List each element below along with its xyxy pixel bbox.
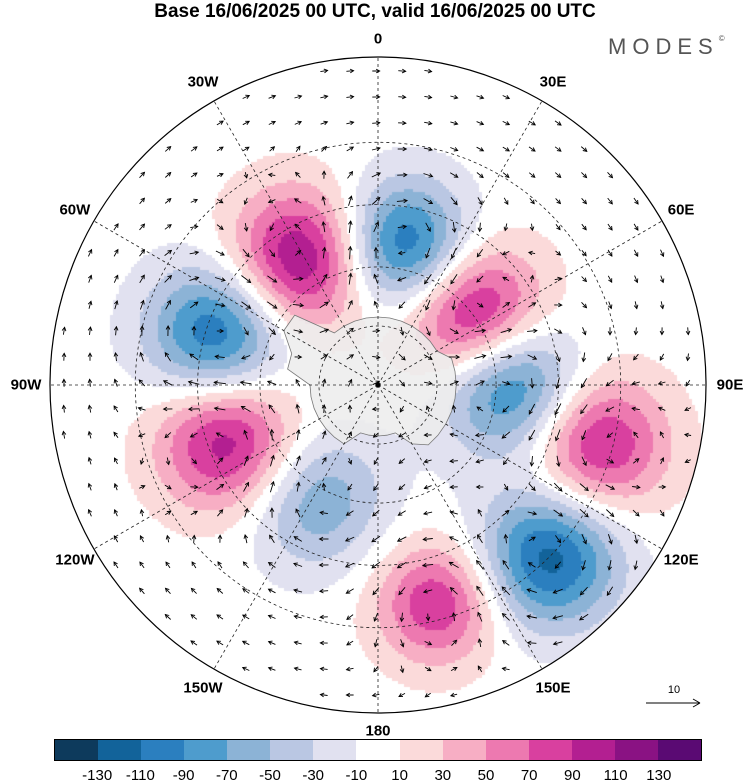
colorbar-segment <box>658 740 701 760</box>
colorbar-tick-label: -130 <box>82 767 112 784</box>
colorbar-tick-label: 90 <box>564 767 581 784</box>
colorbar-tick-label: -30 <box>302 767 324 784</box>
colorbar-tick-label: 70 <box>521 767 538 784</box>
longitude-label: 180 <box>365 723 390 740</box>
colorbar-tick-label: 30 <box>434 767 451 784</box>
longitude-label: 90E <box>717 377 744 394</box>
colorbar-tick-label: -90 <box>173 767 195 784</box>
colorbar-segment <box>486 740 529 760</box>
colorbar-tick-label: -50 <box>259 767 281 784</box>
colorbar-segment <box>98 740 141 760</box>
longitude-label: 120W <box>55 552 94 569</box>
vector-scale-arrow-icon <box>644 696 704 710</box>
polar-map <box>0 0 750 735</box>
longitude-label: 30W <box>188 73 219 90</box>
longitude-label: 0 <box>374 31 382 48</box>
longitude-label: 60E <box>668 202 695 219</box>
colorbar-segment <box>227 740 270 760</box>
colorbar <box>54 739 702 761</box>
colorbar-tick-label: 10 <box>391 767 408 784</box>
longitude-label: 150E <box>535 680 570 697</box>
colorbar-segment <box>529 740 572 760</box>
colorbar-segment <box>313 740 356 760</box>
longitude-label: 90W <box>11 377 42 394</box>
colorbar-tick-label: 50 <box>478 767 495 784</box>
longitude-label: 30E <box>540 73 567 90</box>
colorbar-segment <box>184 740 227 760</box>
vector-scale-label: 10 <box>644 684 704 696</box>
colorbar-segment <box>270 740 313 760</box>
colorbar-segment <box>400 740 443 760</box>
vector-scale: 10 <box>644 684 704 715</box>
colorbar-segment <box>443 740 486 760</box>
longitude-label: 150W <box>183 680 222 697</box>
colorbar-segment <box>356 740 399 760</box>
longitude-label: 120E <box>664 552 699 569</box>
colorbar-segment <box>615 740 658 760</box>
colorbar-segment <box>572 740 615 760</box>
colorbar-segment <box>141 740 184 760</box>
colorbar-tick-label: 110 <box>604 767 628 784</box>
colorbar-tick-label: -70 <box>216 767 238 784</box>
colorbar-tick-label: 130 <box>646 767 671 784</box>
colorbar-segment <box>55 740 98 760</box>
longitude-label: 60W <box>59 202 90 219</box>
colorbar-tick-label: -110 <box>126 767 155 784</box>
colorbar-tick-label: -10 <box>346 767 368 784</box>
